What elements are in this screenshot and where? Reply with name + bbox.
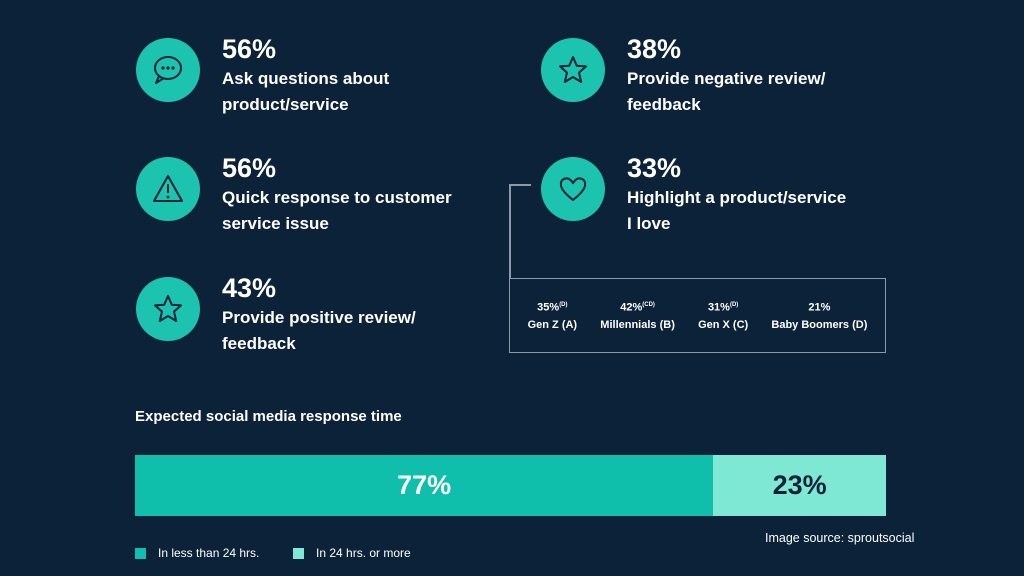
stat-percentage: 56% <box>222 34 277 64</box>
stat-description-line2: I love <box>627 214 671 233</box>
warning-icon <box>153 175 183 202</box>
stat-percentage: 43% <box>222 273 277 303</box>
stat-icon-circle <box>136 38 200 102</box>
generation-item-millennials: 42%(CD) Millennials (B) <box>600 297 675 334</box>
star-icon <box>154 295 182 322</box>
stat-description-line1: Highlight a product/service <box>627 188 847 207</box>
response-time-bar: 77% 23% <box>135 455 886 516</box>
stat-description-line2: service issue <box>222 214 329 233</box>
heart-icon <box>559 177 587 201</box>
stat-highlight-product: 33% Highlight a product/service I love <box>541 153 847 237</box>
connector-line <box>509 184 511 279</box>
stat-description-line1: Provide negative review/ <box>627 69 826 88</box>
image-source: Image source: sproutsocial <box>765 531 915 545</box>
generation-percentage: 42% <box>620 301 643 314</box>
generation-item-gen-x: 31%(D) Gen X (C) <box>698 297 748 334</box>
stat-icon-circle <box>136 277 200 341</box>
stat-description-line1: Ask questions about <box>222 69 390 88</box>
stat-percentage: 33% <box>627 153 682 183</box>
generation-significance: (D) <box>729 302 739 309</box>
stat-quick-response: 56% Quick response to customer service i… <box>136 153 452 237</box>
stat-description-line2: product/service <box>222 95 349 114</box>
stat-icon-circle <box>136 157 200 221</box>
legend-label: In less than 24 hrs. <box>158 546 260 560</box>
bar-segment-24-or-more: 23% <box>713 455 886 516</box>
stat-percentage: 56% <box>222 153 277 183</box>
generation-percentage: 21% <box>808 301 831 314</box>
bar-data-label: 77% <box>397 470 452 500</box>
stat-description-line2: feedback <box>222 334 296 353</box>
connector-line <box>509 184 531 186</box>
chart-title: Expected social media response time <box>135 408 402 425</box>
stat-description-line1: Provide positive review/ <box>222 308 416 327</box>
bar-data-label: 23% <box>772 470 827 500</box>
legend-swatch <box>135 547 146 559</box>
generation-label: Gen Z (A) <box>527 318 578 331</box>
stat-percentage: 38% <box>627 34 682 64</box>
legend-label: In 24 hrs. or more <box>316 546 411 560</box>
generation-breakdown-box: 35%(D) Gen Z (A) 42%(CD) Millennials (B)… <box>509 278 886 353</box>
legend-swatch <box>293 547 304 559</box>
stat-ask-questions: 56% Ask questions about product/service <box>136 34 390 118</box>
generation-item-baby-boomers: 21% Baby Boomers (D) <box>771 297 867 334</box>
star-icon <box>559 56 587 83</box>
bar-segment-less-than-24: 77% <box>135 455 714 516</box>
generation-percentage: 31% <box>707 301 730 314</box>
stat-negative-review: 38% Provide negative review/ feedback <box>541 34 826 118</box>
generation-significance: (CD) <box>642 302 655 309</box>
stat-icon-circle <box>541 157 605 221</box>
legend-item-24-or-more: In 24 hrs. or more <box>293 546 411 560</box>
chat-bubble-icon <box>154 56 182 84</box>
generation-label: Millennials (B) <box>600 318 675 331</box>
stat-description-line1: Quick response to customer <box>222 188 452 207</box>
stat-positive-review: 43% Provide positive review/ feedback <box>136 273 416 357</box>
generation-label: Gen X (C) <box>698 318 749 331</box>
generation-significance: (D) <box>559 302 568 309</box>
generation-item-gen-z: 35%(D) Gen Z (A) <box>528 297 578 334</box>
generation-percentage: 35% <box>537 301 560 314</box>
generation-label: Baby Boomers (D) <box>771 318 868 331</box>
stat-icon-circle <box>541 38 605 102</box>
stat-description-line2: feedback <box>627 95 701 114</box>
legend-item-less-than-24: In less than 24 hrs. <box>135 546 259 560</box>
